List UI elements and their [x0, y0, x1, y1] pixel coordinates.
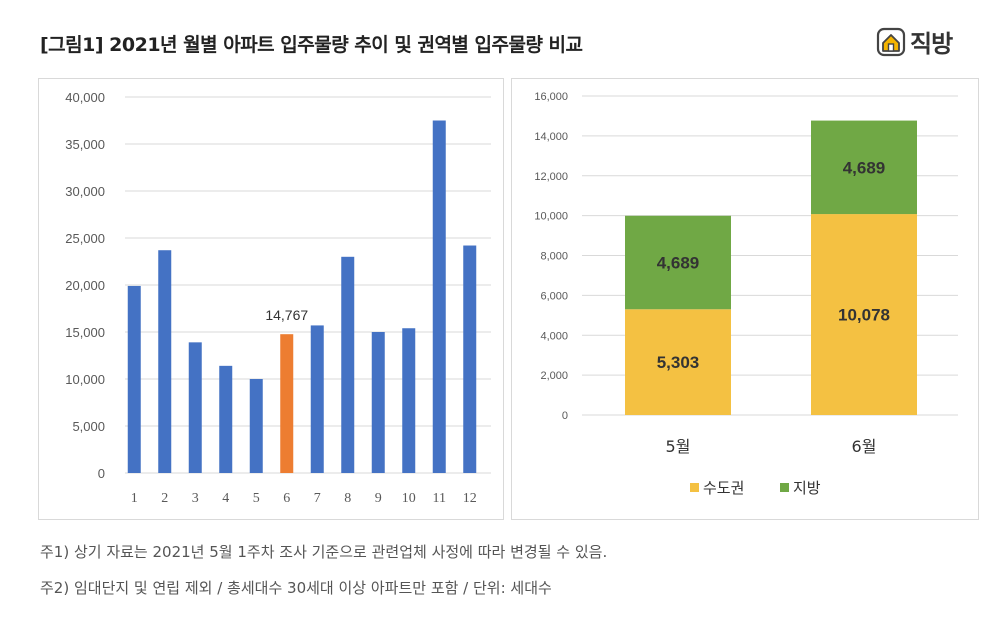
- y-tick-label: 30,000: [65, 184, 105, 199]
- x-tick-label: 12: [463, 491, 477, 506]
- data-label: 5,303: [657, 353, 700, 372]
- y-tick-label: 10,000: [534, 211, 568, 223]
- y-tick-label: 8,000: [540, 251, 568, 263]
- y-tick-label: 35,000: [65, 137, 105, 152]
- x-tick-label: 3: [192, 491, 199, 506]
- x-tick-label: 2: [161, 491, 168, 506]
- y-tick-label: 0: [98, 466, 105, 481]
- x-tick-label: 10: [402, 491, 416, 506]
- x-tick-label: 1: [131, 491, 138, 506]
- x-tick-label: 4: [222, 491, 229, 506]
- y-tick-label: 6,000: [540, 290, 568, 302]
- bar-segment-regional-5: [625, 215, 731, 310]
- bar-month-5: [249, 379, 263, 473]
- footnote-1: 주1) 상기 자료는 2021년 5월 1주차 조사 기준으로 관련업체 사정에…: [40, 543, 608, 561]
- x-tick-label: 9: [375, 491, 382, 506]
- monthly-bar-chart: 0 5,000 10,000 15,000 20,000 25,000 30,000 35,0…: [65, 90, 491, 506]
- y-tick-label: 14,000: [534, 131, 568, 143]
- y-tick-label: 40,000: [65, 90, 105, 105]
- x-tick-label: 8: [344, 491, 351, 506]
- zigbang-logo: 직방: [876, 24, 953, 59]
- regional-chart-panel: 0 2,000 4,000 6,000 8,000 10,000 12,000 14,000 1…: [511, 78, 979, 520]
- bar-month-11: [432, 120, 446, 473]
- y-tick-label: 5,000: [72, 419, 105, 434]
- bar-month-1: [127, 285, 141, 473]
- bar-month-3: [188, 342, 202, 473]
- bar-month-7: [310, 325, 324, 473]
- data-label: 14,767: [265, 307, 308, 323]
- bar-segment-capital-5: [625, 309, 731, 415]
- bar-segment-regional-6: [811, 120, 917, 215]
- y-tick-label: 0: [562, 410, 568, 422]
- legend-label: 지방: [793, 479, 821, 497]
- bar-month-4: [219, 365, 233, 473]
- logo-text: 직방: [910, 30, 953, 58]
- data-label: 4,689: [843, 158, 886, 177]
- monthly-chart-panel: 0 5,000 10,000 15,000 20,000 25,000 30,000 35,0…: [38, 78, 504, 520]
- y-tick-label: 12,000: [534, 171, 568, 183]
- x-tick-label: 11: [433, 491, 446, 506]
- y-tick-label: 20,000: [65, 278, 105, 293]
- x-tick-label: 7: [314, 491, 321, 506]
- y-tick-label: 16,000: [534, 91, 568, 103]
- legend-swatch-capital: [690, 483, 699, 492]
- y-tick-label: 2,000: [540, 370, 568, 382]
- footnote-2: 주2) 임대단지 및 연립 제외 / 총세대수 30세대 이상 아파트만 포함 …: [40, 579, 552, 597]
- bar-month-6: [280, 334, 294, 473]
- bar-month-9: [371, 332, 385, 473]
- x-tick-label: 5: [253, 491, 260, 506]
- y-tick-label: 10,000: [65, 372, 105, 387]
- legend-label: 수도권: [703, 479, 744, 497]
- chart-title: [그림1] 2021년 월별 아파트 입주물량 추이 및 권역별 입주물량 비교: [40, 34, 583, 56]
- data-label: 10,078: [838, 306, 890, 325]
- bar-month-8: [341, 256, 355, 473]
- bar-segment-capital-6: [811, 214, 917, 415]
- data-label: 4,689: [657, 254, 700, 273]
- house-logo-icon: [876, 27, 906, 56]
- y-tick-label: 25,000: [65, 231, 105, 246]
- y-tick-label: 4,000: [540, 330, 568, 342]
- legend-swatch-regional: [780, 483, 789, 492]
- bar-month-12: [463, 245, 477, 473]
- bar-month-2: [158, 250, 172, 473]
- y-tick-label: 15,000: [65, 325, 105, 340]
- x-tick-label: 6월: [852, 437, 877, 456]
- x-tick-label: 5월: [666, 437, 691, 456]
- regional-stacked-chart: 0 2,000 4,000 6,000 8,000 10,000 12,000 14,000 1…: [534, 91, 958, 497]
- bar-month-10: [402, 328, 416, 473]
- x-tick-label: 6: [283, 491, 290, 506]
